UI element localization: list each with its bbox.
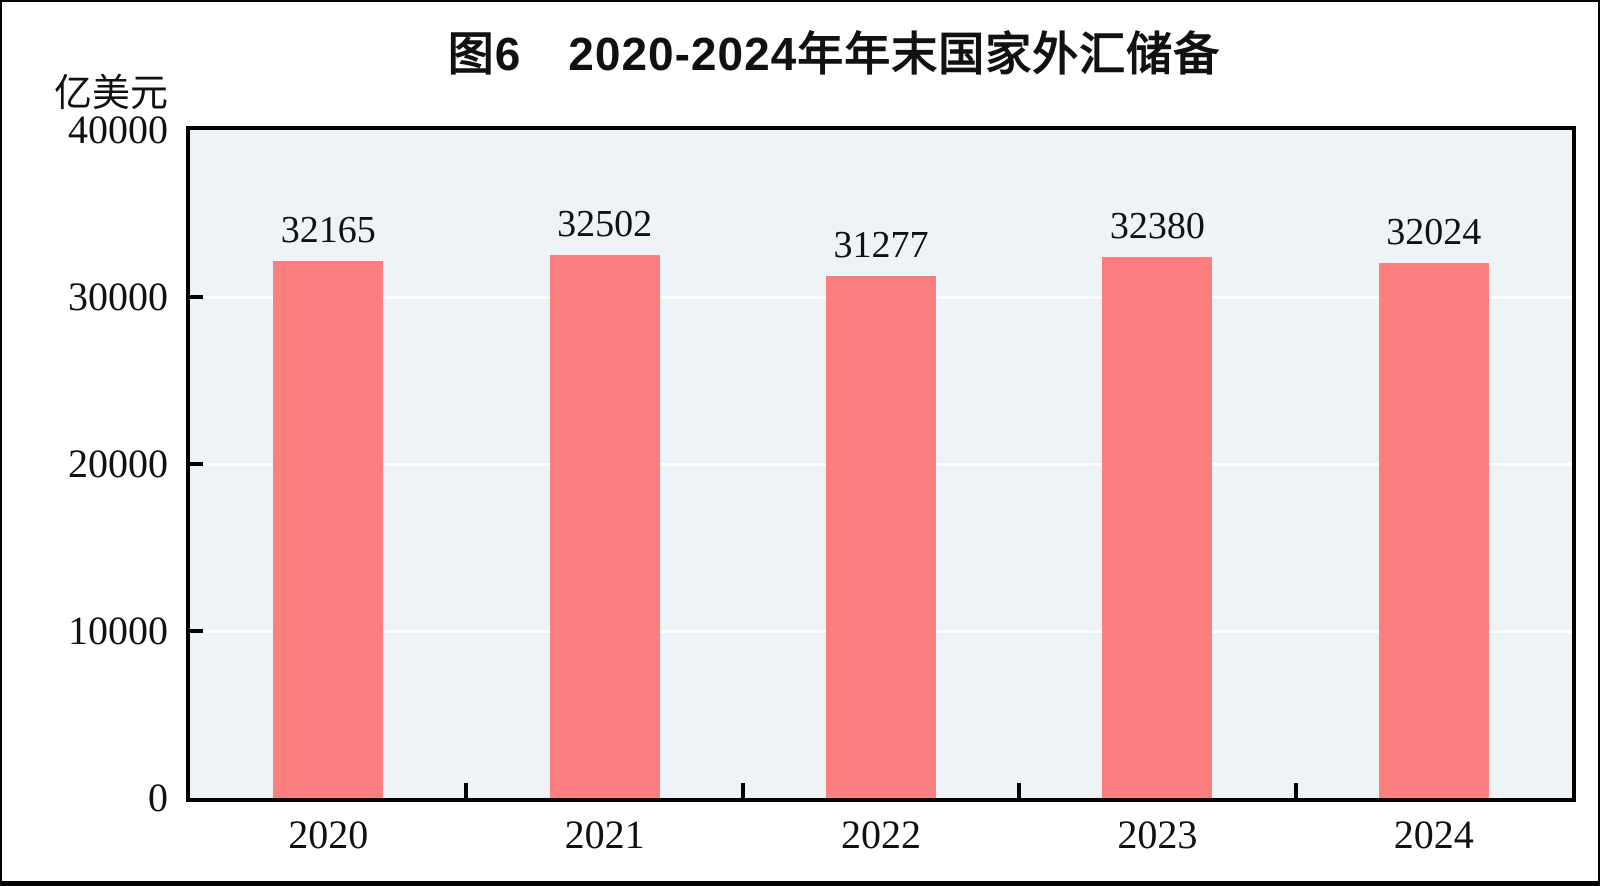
x-axis-tick-2 <box>740 783 745 798</box>
x-axis-label-2022: 2022 <box>841 812 921 857</box>
y-axis-label-40000: 40000 <box>68 107 168 152</box>
y-axis-tick-20000 <box>190 462 203 466</box>
x-axis-label-2020: 2020 <box>288 812 369 857</box>
bar-2021 <box>549 255 660 798</box>
x-axis-label-2024: 2024 <box>1393 812 1474 857</box>
bar-value-label-2024: 32024 <box>1386 211 1482 254</box>
bar-value-label-2023: 32380 <box>1109 205 1205 248</box>
bar-2023 <box>1102 257 1213 798</box>
bar-2024 <box>1378 263 1489 798</box>
plot-inner: 32165 32502 31277 32380 32024 <box>190 130 1572 798</box>
x-axis-tick-4 <box>1293 783 1298 798</box>
y-axis-label-10000: 10000 <box>68 608 168 653</box>
x-axis-tick-3 <box>1017 783 1022 798</box>
y-axis-label-20000: 20000 <box>68 441 168 486</box>
y-axis-label-30000: 30000 <box>68 274 168 319</box>
y-axis-label-0: 0 <box>148 775 168 820</box>
plot-area: 32165 32502 31277 32380 32024 <box>186 126 1576 802</box>
chart-title: 图6 2020-2024年年末国家外汇储备 <box>447 28 1221 80</box>
bar-value-label-2020: 32165 <box>280 208 376 251</box>
x-axis-label-2021: 2021 <box>564 812 645 857</box>
x-axis-label-2023: 2023 <box>1117 812 1198 857</box>
bar-2020 <box>273 260 384 798</box>
bar-value-label-2021: 32502 <box>557 203 653 246</box>
y-axis-unit-label: 亿美元 <box>53 73 168 115</box>
y-axis-tick-30000 <box>190 295 203 299</box>
x-axis-tick-1 <box>464 783 469 798</box>
bar-value-label-2022: 31277 <box>833 223 929 266</box>
y-axis-tick-10000 <box>190 629 203 633</box>
bar-2022 <box>826 275 936 798</box>
